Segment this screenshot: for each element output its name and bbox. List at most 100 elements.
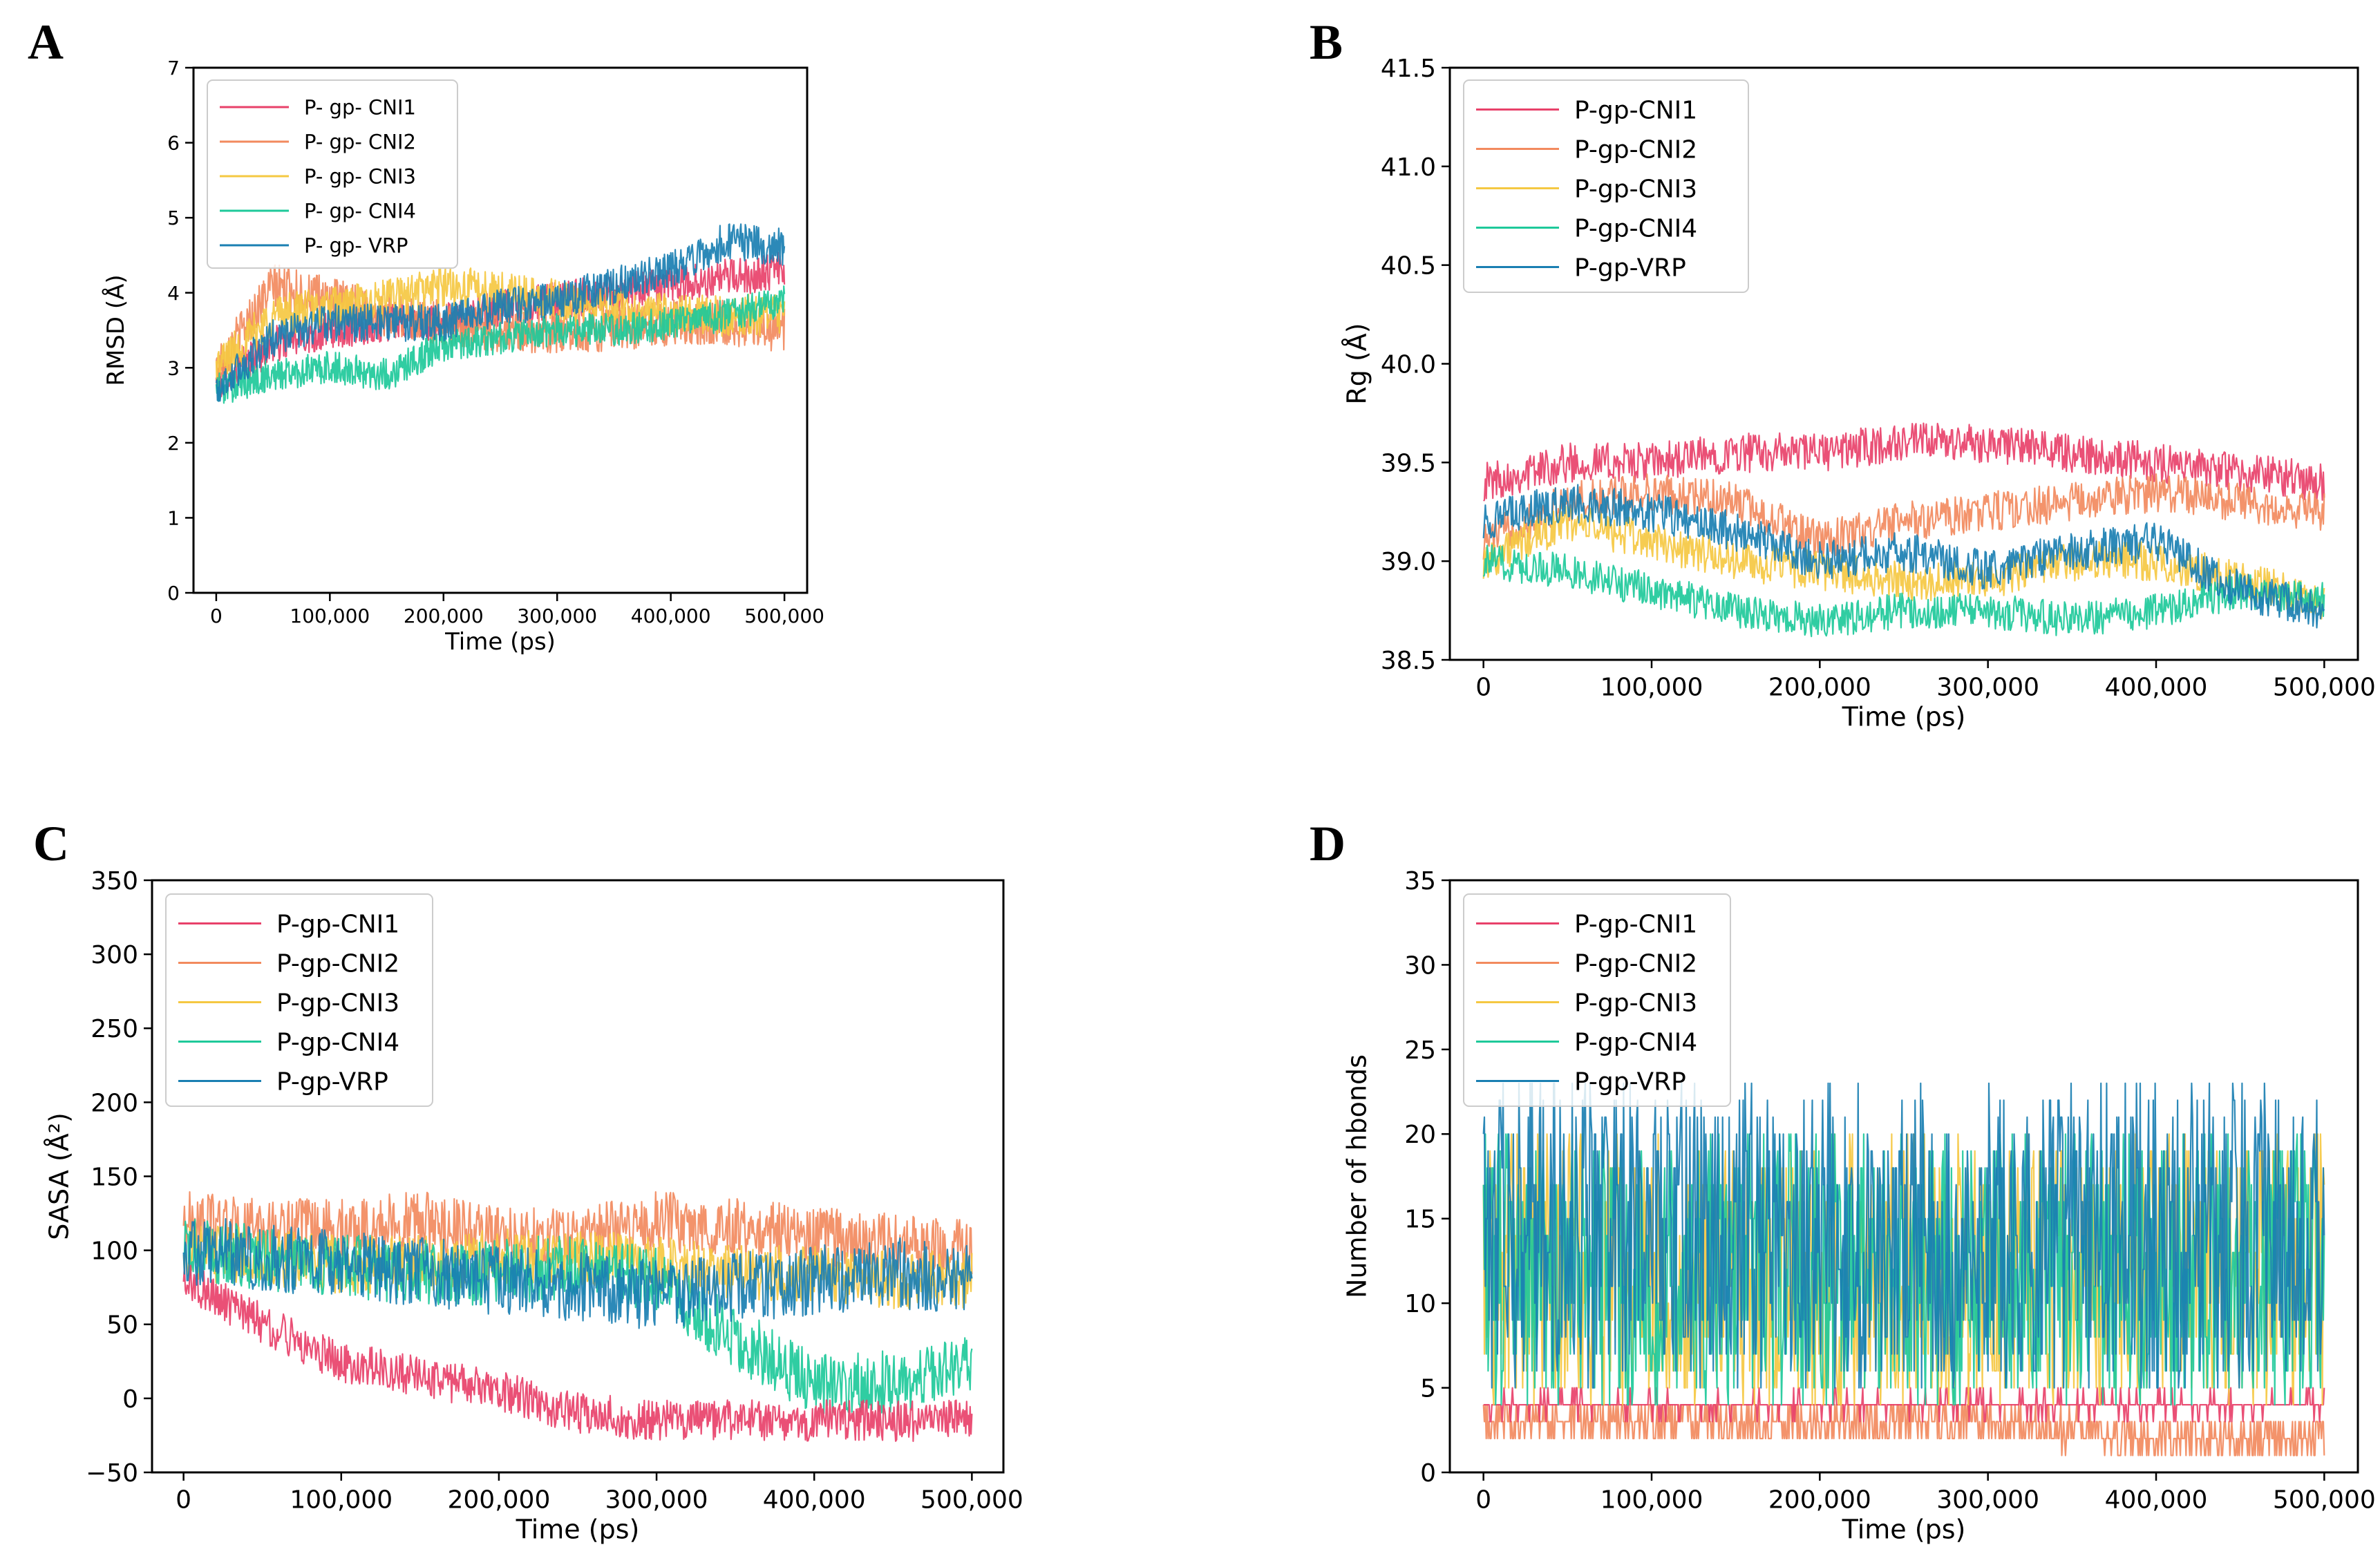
x-tick-label: 100,000 <box>1600 674 1703 702</box>
y-tick-label: 40.0 <box>1381 350 1436 379</box>
legend-label: P-gp-CNI3 <box>1574 989 1697 1017</box>
legend-box <box>165 893 433 1107</box>
series-line-p-gp-cni2 <box>1482 473 2325 560</box>
legend: P- gp- CNI1 P- gp- CNI2 P- gp- CNI3 P- gp- … <box>207 79 458 269</box>
x-tick-label: 500,000 <box>744 605 824 627</box>
x-axis-label: Time (ps) <box>1842 1514 1966 1544</box>
y-tick-label: 5 <box>167 207 180 229</box>
y-tick-label: 35 <box>1404 867 1436 895</box>
legend-label: P- gp- CNI2 <box>304 130 416 153</box>
series-line-p-gp-cni4 <box>215 285 786 404</box>
legend-label: P-gp-VRP <box>1574 1068 1686 1096</box>
plot-frame <box>192 66 809 594</box>
x-tick-label: 400,000 <box>2105 1486 2208 1515</box>
y-tick-label: 6 <box>167 132 180 155</box>
series-line-p-gp-cni1 <box>1483 1387 2325 1423</box>
x-tick-label: 400,000 <box>763 1486 866 1515</box>
plot-frame <box>1448 879 2359 1474</box>
legend-box <box>207 79 458 269</box>
y-tick-label: 7 <box>167 57 180 79</box>
legend-label: P-gp-VRP <box>1574 254 1686 282</box>
x-tick-label: 0 <box>1475 1486 1491 1515</box>
legend-label: P- gp- VRP <box>304 234 408 257</box>
y-tick-label: 30 <box>1404 951 1436 980</box>
x-tick-label: 0 <box>176 1486 191 1515</box>
series-line-p-gp-cni4 <box>1482 544 2325 638</box>
series-group <box>215 223 786 404</box>
legend: P-gp-CNI1 P-gp-CNI2 P-gp-CNI3 P-gp-CNI4 P-gp… <box>1463 79 1749 293</box>
y-axis-label: Number of hbonds <box>1341 1054 1372 1298</box>
series-line-p-gp-vrp <box>1482 484 2325 629</box>
y-tick-label: 50 <box>106 1311 138 1340</box>
y-tick-label: −50 <box>86 1459 138 1488</box>
x-tick-label: 400,000 <box>631 605 711 627</box>
x-tick-label: 200,000 <box>1768 674 1871 702</box>
y-tick-label: 5 <box>1420 1375 1436 1403</box>
legend-label: P-gp-VRP <box>276 1068 388 1096</box>
x-tick-label: 100,000 <box>1600 1486 1703 1515</box>
x-tick-label: 300,000 <box>1936 674 2039 702</box>
y-tick-label: 350 <box>91 867 138 895</box>
y-tick-label: 40.5 <box>1381 252 1436 281</box>
x-tick-label: 300,000 <box>517 605 597 627</box>
y-tick-label: 0 <box>122 1385 138 1414</box>
chart-panel-A: A 0 100,000 200,000 300,000 400,000 500,000 0 1 2… <box>28 15 824 656</box>
chart-panel-C: C 0 100,000 200,000 300,000 400,000 500,000 −50… <box>33 816 1023 1544</box>
y-tick-label: 150 <box>91 1163 138 1191</box>
chart-panel-B: B 0 100,000 200,000 300,000 400,000 500,000 38.… <box>1310 15 2376 732</box>
panel-letter: A <box>28 15 64 70</box>
x-tick-label: 500,000 <box>2273 1486 2376 1515</box>
series-line-p-gp-cni1 <box>182 1264 973 1442</box>
legend: P-gp-CNI1 P-gp-CNI2 P-gp-CNI3 P-gp-CNI4 P-gp… <box>1463 893 1731 1107</box>
y-tick-label: 38.5 <box>1381 647 1436 675</box>
y-tick-label: 41.5 <box>1381 55 1436 83</box>
x-axis-label: Time (ps) <box>516 1514 640 1544</box>
legend-label: P-gp-CNI4 <box>276 1028 399 1056</box>
legend-label: P-gp-CNI4 <box>1574 1028 1697 1056</box>
y-tick-label: 0 <box>167 582 180 605</box>
series-line-p-gp-vrp <box>182 1217 973 1329</box>
x-tick-label: 200,000 <box>404 605 484 627</box>
y-tick-label: 10 <box>1404 1290 1436 1318</box>
x-axis-label: Time (ps) <box>1842 701 1966 732</box>
y-tick-label: 39.0 <box>1381 548 1436 576</box>
y-tick-label: 3 <box>167 357 180 379</box>
x-tick-label: 0 <box>210 605 223 627</box>
series-line-p-gp-cni4 <box>182 1218 973 1416</box>
legend-label: P-gp-CNI3 <box>276 989 399 1017</box>
x-tick-label: 0 <box>1475 674 1491 702</box>
x-tick-label: 500,000 <box>2273 674 2376 702</box>
legend-label: P- gp- CNI1 <box>304 95 416 119</box>
x-tick-label: 500,000 <box>920 1486 1023 1515</box>
series-line-p-gp-vrp <box>1482 1082 2325 1389</box>
y-axis-label: Rg (Å) <box>1341 323 1372 404</box>
x-tick-label: 100,000 <box>290 605 370 627</box>
y-tick-label: 25 <box>1404 1036 1436 1065</box>
legend-label: P- gp- CNI4 <box>304 199 416 222</box>
y-tick-label: 2 <box>167 432 180 455</box>
x-tick-label: 200,000 <box>1768 1486 1871 1515</box>
y-tick-label: 15 <box>1404 1206 1436 1234</box>
x-tick-label: 200,000 <box>447 1486 550 1515</box>
legend-label: P-gp-CNI2 <box>276 949 399 978</box>
legend-label: P-gp-CNI1 <box>276 910 399 938</box>
series-group <box>1482 422 2325 638</box>
legend-label: P- gp- CNI3 <box>304 164 416 188</box>
series-line-p-gp-vrp <box>215 223 786 402</box>
x-tick-label: 400,000 <box>2105 674 2208 702</box>
x-tick-label: 300,000 <box>605 1486 708 1515</box>
y-tick-label: 300 <box>91 941 138 969</box>
legend-box <box>1463 79 1749 293</box>
y-tick-label: 39.5 <box>1381 449 1436 477</box>
y-axis-label: RMSD (Å) <box>102 274 130 386</box>
y-tick-label: 250 <box>91 1015 138 1043</box>
panel-letter: B <box>1310 15 1343 70</box>
legend-label: P-gp-CNI2 <box>1574 949 1697 978</box>
x-axis-label: Time (ps) <box>444 628 556 656</box>
legend-box <box>1463 893 1731 1107</box>
series-group <box>182 1191 973 1442</box>
series-line-p-gp-cni3 <box>182 1225 973 1310</box>
x-tick-label: 100,000 <box>290 1486 393 1515</box>
panel-letter: D <box>1310 816 1345 871</box>
y-tick-label: 41.0 <box>1381 153 1436 182</box>
